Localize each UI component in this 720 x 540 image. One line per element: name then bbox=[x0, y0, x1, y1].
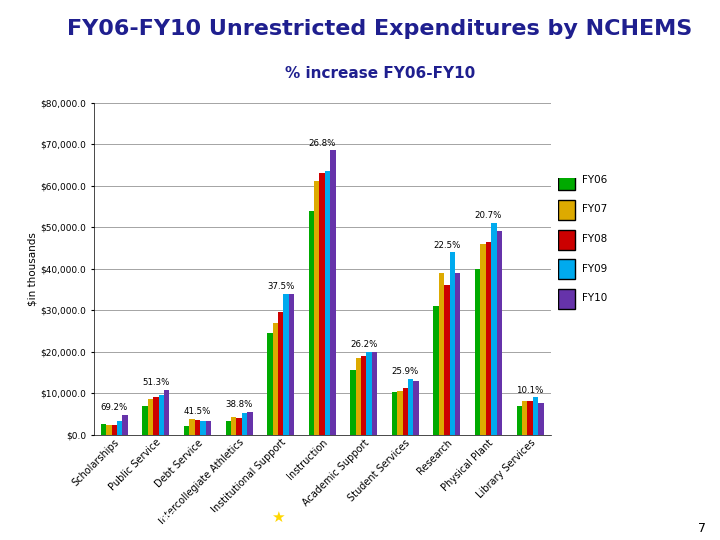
Text: 10.1%: 10.1% bbox=[516, 386, 544, 395]
Bar bbox=[497, 231, 502, 435]
Text: FY09: FY09 bbox=[582, 264, 608, 274]
Text: 41.5%: 41.5% bbox=[184, 408, 211, 416]
Bar bbox=[433, 306, 438, 435]
Bar bbox=[538, 403, 544, 435]
Bar bbox=[164, 390, 169, 435]
Bar bbox=[206, 421, 211, 435]
Bar bbox=[366, 352, 372, 435]
FancyBboxPatch shape bbox=[558, 259, 575, 280]
Text: 26.8%: 26.8% bbox=[308, 139, 336, 148]
Bar bbox=[533, 397, 538, 435]
Text: ALASKA'S FIRST UNIVERSITY: ALASKA'S FIRST UNIVERSITY bbox=[55, 512, 222, 522]
Text: FY08: FY08 bbox=[582, 234, 608, 244]
Bar bbox=[397, 391, 402, 435]
Bar bbox=[122, 415, 128, 435]
Text: 7: 7 bbox=[698, 522, 706, 535]
Bar bbox=[267, 333, 273, 435]
Bar bbox=[449, 252, 455, 435]
Bar bbox=[153, 397, 158, 435]
Bar bbox=[413, 381, 419, 435]
Bar bbox=[491, 223, 497, 435]
Bar bbox=[195, 420, 200, 435]
Text: % increase FY06-FY10: % increase FY06-FY10 bbox=[284, 66, 475, 81]
Text: 26.2%: 26.2% bbox=[350, 340, 377, 349]
Bar bbox=[117, 421, 122, 435]
Text: ★: ★ bbox=[271, 510, 285, 524]
Bar bbox=[236, 418, 242, 435]
Text: 25.9%: 25.9% bbox=[392, 367, 419, 376]
Bar bbox=[273, 322, 278, 435]
Bar bbox=[107, 425, 112, 435]
Bar bbox=[527, 402, 533, 435]
Bar bbox=[247, 412, 253, 435]
Bar bbox=[320, 173, 325, 435]
Text: UAF: UAF bbox=[609, 505, 652, 524]
Text: FY10: FY10 bbox=[582, 293, 608, 303]
Text: 51.3%: 51.3% bbox=[143, 379, 170, 387]
Bar bbox=[200, 421, 206, 435]
Bar bbox=[361, 356, 366, 435]
Bar bbox=[189, 419, 195, 435]
Bar bbox=[356, 358, 361, 435]
Bar bbox=[438, 273, 444, 435]
Text: 22.5%: 22.5% bbox=[433, 240, 461, 249]
Text: FY06-FY10 Unrestricted Expenditures by NCHEMS: FY06-FY10 Unrestricted Expenditures by N… bbox=[67, 19, 693, 39]
Bar bbox=[330, 150, 336, 435]
Bar bbox=[184, 426, 189, 435]
Bar bbox=[350, 370, 356, 435]
Text: 20.7%: 20.7% bbox=[474, 212, 502, 220]
Text: FY06: FY06 bbox=[582, 174, 608, 185]
Y-axis label: $in thousands: $in thousands bbox=[27, 232, 37, 306]
Text: 38.8%: 38.8% bbox=[225, 400, 253, 409]
Bar bbox=[480, 244, 486, 435]
FancyBboxPatch shape bbox=[558, 170, 575, 191]
FancyBboxPatch shape bbox=[558, 289, 575, 309]
Text: 37.5%: 37.5% bbox=[267, 282, 294, 291]
Bar bbox=[392, 393, 397, 435]
Bar bbox=[444, 285, 449, 435]
Text: 69.2%: 69.2% bbox=[101, 403, 128, 412]
Bar bbox=[486, 242, 491, 435]
Bar bbox=[372, 352, 377, 435]
Bar bbox=[325, 171, 330, 435]
Bar bbox=[284, 294, 289, 435]
Bar bbox=[148, 400, 153, 435]
Bar bbox=[231, 417, 236, 435]
Bar bbox=[158, 395, 164, 435]
Bar bbox=[522, 402, 527, 435]
FancyBboxPatch shape bbox=[558, 230, 575, 249]
Bar bbox=[314, 181, 320, 435]
Bar bbox=[242, 413, 247, 435]
Bar bbox=[143, 406, 148, 435]
Bar bbox=[516, 406, 522, 435]
Bar bbox=[289, 294, 294, 435]
Bar bbox=[408, 379, 413, 435]
Bar bbox=[475, 268, 480, 435]
Text: FY07: FY07 bbox=[582, 204, 608, 214]
Bar bbox=[455, 273, 460, 435]
Bar bbox=[101, 424, 107, 435]
Bar bbox=[402, 388, 408, 435]
Text: AMERICA'S ARCTIC RESEARCH UNIVERSITY: AMERICA'S ARCTIC RESEARCH UNIVERSITY bbox=[309, 512, 558, 522]
FancyBboxPatch shape bbox=[558, 200, 575, 220]
Bar bbox=[309, 211, 314, 435]
Bar bbox=[112, 425, 117, 435]
Bar bbox=[278, 312, 284, 435]
Bar bbox=[225, 421, 231, 435]
